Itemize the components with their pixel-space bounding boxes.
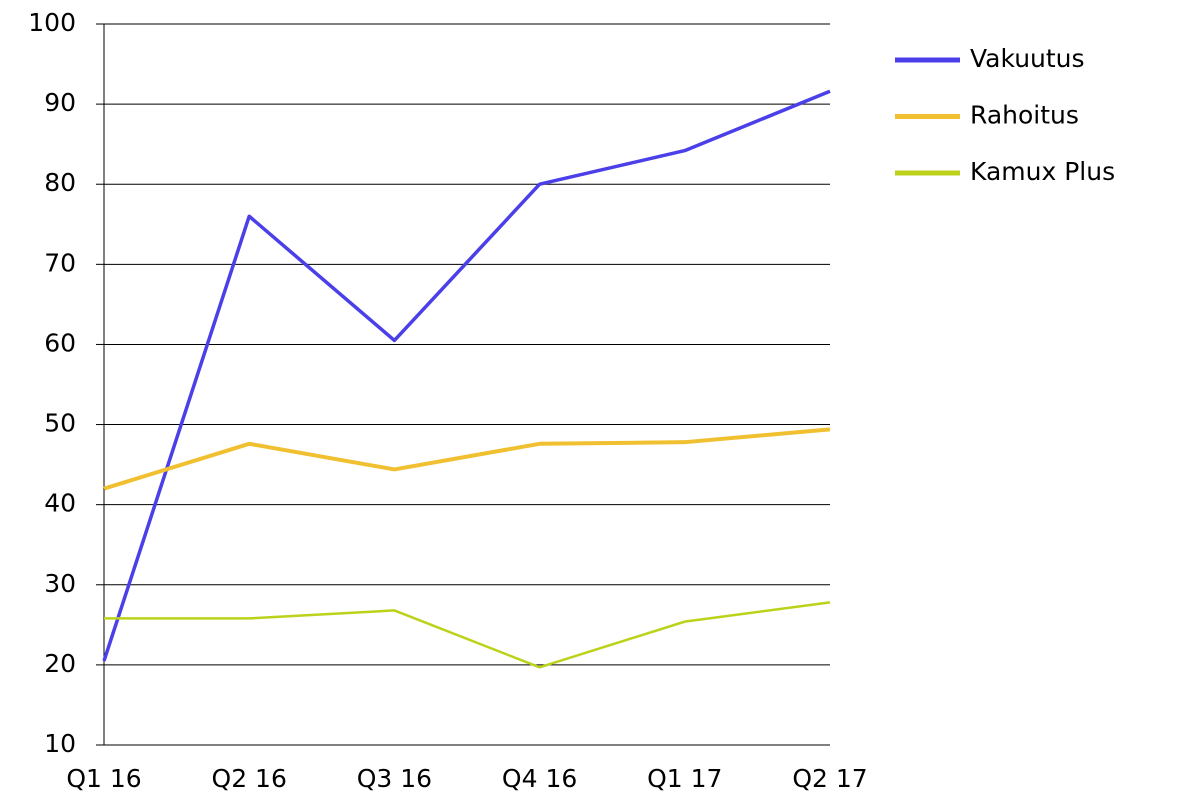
y-tick-label: 20 (44, 649, 76, 678)
y-tick-label: 10 (44, 729, 76, 758)
legend-label: Vakuutus (970, 44, 1085, 73)
x-tick-label: Q1 16 (66, 764, 141, 793)
y-tick-label: 90 (44, 88, 76, 117)
x-tick-label: Q3 16 (357, 764, 432, 793)
y-tick-label: 100 (28, 8, 76, 37)
legend-label: Kamux Plus (970, 157, 1115, 186)
y-tick-label: 60 (44, 328, 76, 357)
x-tick-label: Q2 16 (212, 764, 287, 793)
y-tick-label: 80 (44, 168, 76, 197)
y-tick-label: 70 (44, 248, 76, 277)
series-line (103, 427, 831, 491)
y-tick-label: 30 (44, 569, 76, 598)
x-tick-label: Q4 16 (502, 764, 577, 793)
y-tick-label: 50 (44, 409, 76, 438)
x-tick-label: Q2 17 (792, 764, 867, 793)
series-line (102, 89, 831, 662)
legend-label: Rahoitus (970, 101, 1079, 130)
series-line (104, 601, 831, 669)
y-tick-label: 40 (44, 489, 76, 518)
x-tick-label: Q1 17 (647, 764, 722, 793)
